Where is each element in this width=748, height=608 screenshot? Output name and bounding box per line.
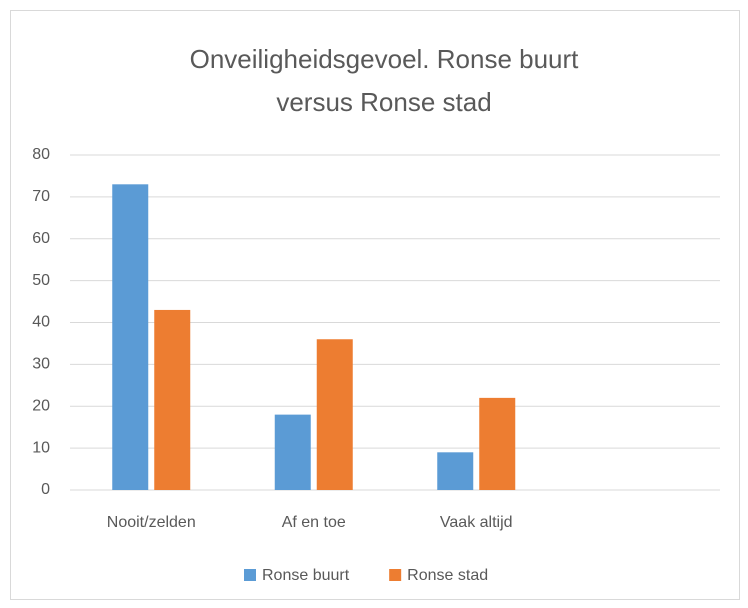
y-tick-label: 50: [32, 272, 50, 289]
y-tick-label: 20: [32, 397, 50, 414]
y-tick-label: 70: [32, 188, 50, 205]
legend-label: Ronse stad: [407, 567, 488, 584]
bar: [154, 309, 191, 490]
bar: [316, 339, 353, 490]
legend-swatch: [389, 569, 402, 581]
y-tick-label: 80: [32, 146, 50, 163]
bar: [437, 452, 474, 490]
x-tick-label: Af en toe: [282, 514, 346, 531]
x-tick-label: Vaak altijd: [440, 514, 513, 531]
y-tick-label: 30: [32, 356, 50, 373]
legend-swatch: [244, 569, 256, 581]
y-tick-label: 60: [32, 230, 50, 247]
x-tick-label: Nooit/zelden: [107, 514, 196, 531]
bar: [274, 414, 311, 490]
bar: [112, 184, 149, 490]
y-tick-label: 40: [32, 314, 50, 331]
y-tick-label: 10: [32, 439, 50, 456]
bar: [479, 397, 516, 490]
legend-label: Ronse buurt: [262, 567, 350, 584]
y-tick-label: 0: [41, 481, 50, 498]
chart-title: Onveiligheidsgevoel. Ronse buurt versus …: [189, 44, 579, 117]
